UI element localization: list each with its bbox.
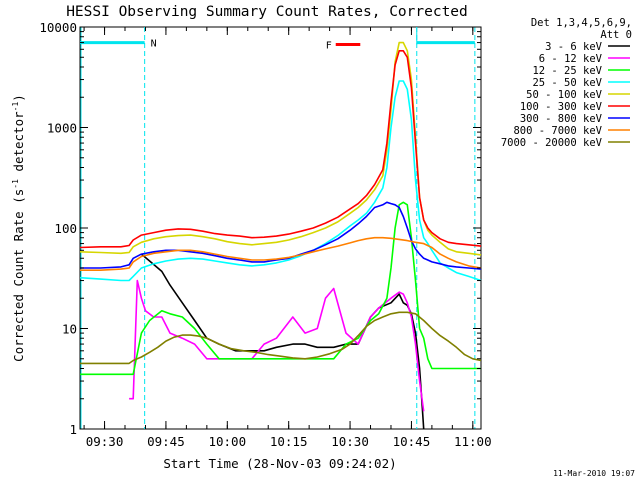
y-axis-label-close: ) [11, 94, 26, 102]
x-tick-label: 09:45 [147, 434, 185, 449]
flare-label: F [326, 40, 332, 51]
y-tick-label: 10 [62, 322, 77, 337]
y-tick-label: 100 [54, 221, 77, 236]
x-tick-label: 10:15 [270, 434, 308, 449]
legend-header-line-2: Att 0 [600, 29, 632, 41]
x-axis-ticks: 09:30 09:45 10:00 10:15 10:30 10:45 11:00 [83, 27, 492, 449]
x-tick-label: 10:45 [393, 434, 431, 449]
y-tick-label: 1000 [47, 121, 77, 136]
chart-title: HESSI Observing Summary Count Rates, Cor… [66, 4, 468, 20]
y-axis-ticks: 1 10 100 1000 10000 [39, 20, 481, 437]
x-tick-label: 10:30 [331, 434, 369, 449]
y-axis-label: Corrected Count Rate (s-1 detector-1) [11, 94, 26, 362]
series-line [80, 311, 482, 365]
legend-label: 100 - 300 keV [520, 101, 603, 113]
axes: 1 10 100 1000 10000 09:30 09:45 10:00 10:15 10:3… [39, 20, 491, 449]
x-tick-label: 09:30 [86, 434, 124, 449]
series-line [80, 201, 482, 270]
y-axis-label-tail: detector [11, 111, 26, 179]
y-axis-label-sup: -1 [11, 179, 20, 189]
y-axis-label-main: Corrected Count Rate (s [11, 189, 26, 362]
legend-label: 50 - 100 keV [526, 89, 603, 101]
legend-label: 7000 - 20000 keV [501, 137, 603, 149]
legend-label: 12 - 25 keV [532, 65, 602, 77]
legend-label: 3 - 6 keV [545, 41, 603, 53]
x-tick-label: 10:00 [208, 434, 246, 449]
legend-label: 25 - 50 keV [532, 77, 602, 89]
legend-header-line-1: Det 1,3,4,5,6,9, [531, 17, 632, 29]
y-axis-label-sup2: -1 [11, 102, 20, 112]
y-tick-label: 1 [69, 422, 77, 437]
series-line [129, 279, 425, 412]
footer-date: 11-Mar-2010 19:07 [553, 469, 635, 478]
y-tick-label: 10000 [39, 20, 77, 35]
x-tick-label: 11:00 [454, 434, 492, 449]
legend-label: 300 - 800 keV [520, 113, 603, 125]
night-label: N [151, 39, 157, 50]
x-axis-label: Start Time (28-Nov-03 09:24:02) [163, 456, 396, 471]
series-group [79, 41, 482, 430]
legend-label: 800 - 7000 keV [513, 125, 602, 137]
legend-label: 6 - 12 keV [539, 53, 603, 65]
series-line [80, 236, 482, 271]
series-line [79, 80, 482, 282]
series-line [79, 50, 482, 249]
